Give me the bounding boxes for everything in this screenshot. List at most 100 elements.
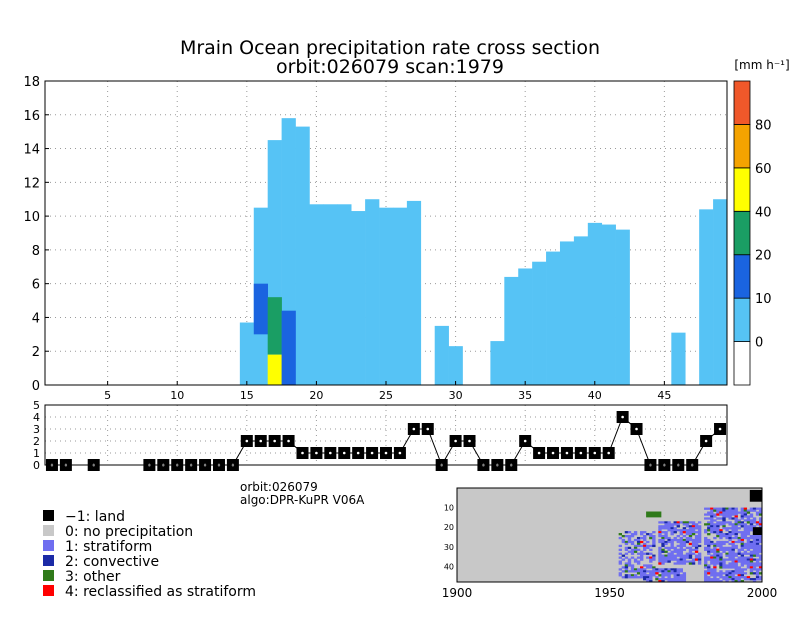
rain-column-bar [699, 209, 714, 385]
map-pixel [734, 560, 738, 563]
map-pixel [667, 540, 671, 544]
map-pixel [752, 509, 757, 512]
map-pixel [743, 507, 748, 510]
map-pixel [658, 548, 662, 551]
map-pixel [658, 570, 662, 573]
map-pixel [707, 523, 711, 526]
map-pixel [710, 578, 714, 581]
map-pixel [713, 527, 717, 530]
map-pixel [673, 574, 677, 577]
map-pixel [697, 552, 702, 555]
map-pixel [679, 578, 683, 581]
strip-rain-type-line [45, 411, 727, 471]
map-pixel [719, 544, 723, 548]
rain-column-bar [504, 276, 519, 385]
map-pixel [667, 574, 671, 577]
map-pixel [640, 550, 644, 553]
map-pixel [752, 521, 757, 524]
map-pixel [710, 523, 714, 526]
map-pixel [713, 576, 717, 579]
map-pixel [722, 572, 726, 575]
colorbar-swatch [733, 297, 751, 342]
legend-label: 0: no precipitation [65, 524, 193, 540]
colorbar-tick-label: 80 [755, 118, 772, 133]
map-pixel [722, 562, 726, 565]
map-pixel [707, 580, 711, 583]
map-pixel [643, 564, 647, 567]
rain-type-point-dot [412, 427, 416, 431]
map-pixel [704, 538, 708, 542]
map-pixel [734, 570, 738, 573]
map-pixel [664, 535, 668, 538]
map-pixel [655, 576, 659, 579]
map-pixel [667, 527, 671, 530]
map-pixel [719, 574, 723, 577]
map-pixel [636, 556, 641, 559]
rain-type-point-dot [342, 451, 346, 455]
map-pixel [643, 578, 647, 581]
map-pixel [667, 558, 671, 561]
map-pixel [749, 560, 754, 563]
rain-type-point-dot [426, 427, 430, 431]
map-pixel [725, 511, 729, 514]
map-pixel [752, 572, 757, 575]
map-pixel [758, 546, 763, 550]
map-pixel [755, 572, 760, 575]
map-pixel [719, 521, 723, 524]
map-pixel [704, 507, 708, 510]
map-pixel [676, 544, 680, 548]
map-pixel [646, 552, 650, 555]
map-pixel [704, 574, 708, 577]
map-pixel [728, 521, 732, 524]
map-pixel [688, 538, 693, 542]
map-pixel [734, 536, 738, 540]
map-pixel [731, 525, 735, 528]
map-pixel [731, 550, 735, 553]
map-pixel [688, 527, 693, 530]
map-pixel [630, 533, 635, 536]
map-pixel [697, 554, 702, 557]
map-pixel [713, 529, 717, 532]
map-pixel [737, 540, 741, 544]
map-pixel [664, 558, 668, 561]
map-pixel [679, 548, 683, 551]
map-pixel [694, 525, 699, 528]
rain-type-point-dot [704, 439, 708, 443]
map-pixel [658, 538, 662, 542]
map-pixel [749, 509, 754, 512]
map-pixel [728, 515, 732, 518]
map-pixel [707, 529, 711, 532]
map-pixel [627, 540, 632, 544]
map-pixel [743, 519, 748, 522]
map-pixel [704, 562, 708, 565]
map-pixel [691, 538, 696, 542]
map-pixel [719, 533, 723, 536]
map-pixel [755, 576, 760, 579]
map-pixel [670, 558, 674, 561]
map-pixel [713, 552, 717, 555]
map-pixel [646, 546, 650, 550]
rain-type-point-dot [273, 439, 276, 443]
map-pixel [707, 558, 711, 561]
map-pixel [661, 570, 665, 573]
map-pixel [652, 538, 656, 542]
map-pixel [752, 535, 757, 538]
map-pixel [707, 548, 711, 551]
map-pixel [688, 554, 693, 557]
map-pixel [676, 548, 680, 551]
map-pixel [716, 531, 720, 534]
map-pixel [682, 556, 687, 559]
map-pixel [710, 521, 714, 524]
map-pixel [636, 576, 641, 579]
map-pixel [655, 578, 659, 581]
legend-swatch [43, 585, 54, 596]
map-pixel [728, 570, 732, 573]
map-pixel [667, 554, 671, 557]
map-pixel [704, 536, 708, 540]
map-pixel [740, 542, 744, 546]
map-pixel [713, 509, 717, 512]
map-pixel [743, 531, 748, 534]
map-pixel [707, 527, 711, 530]
map-pixel [740, 568, 744, 571]
map-pixel [661, 548, 665, 551]
